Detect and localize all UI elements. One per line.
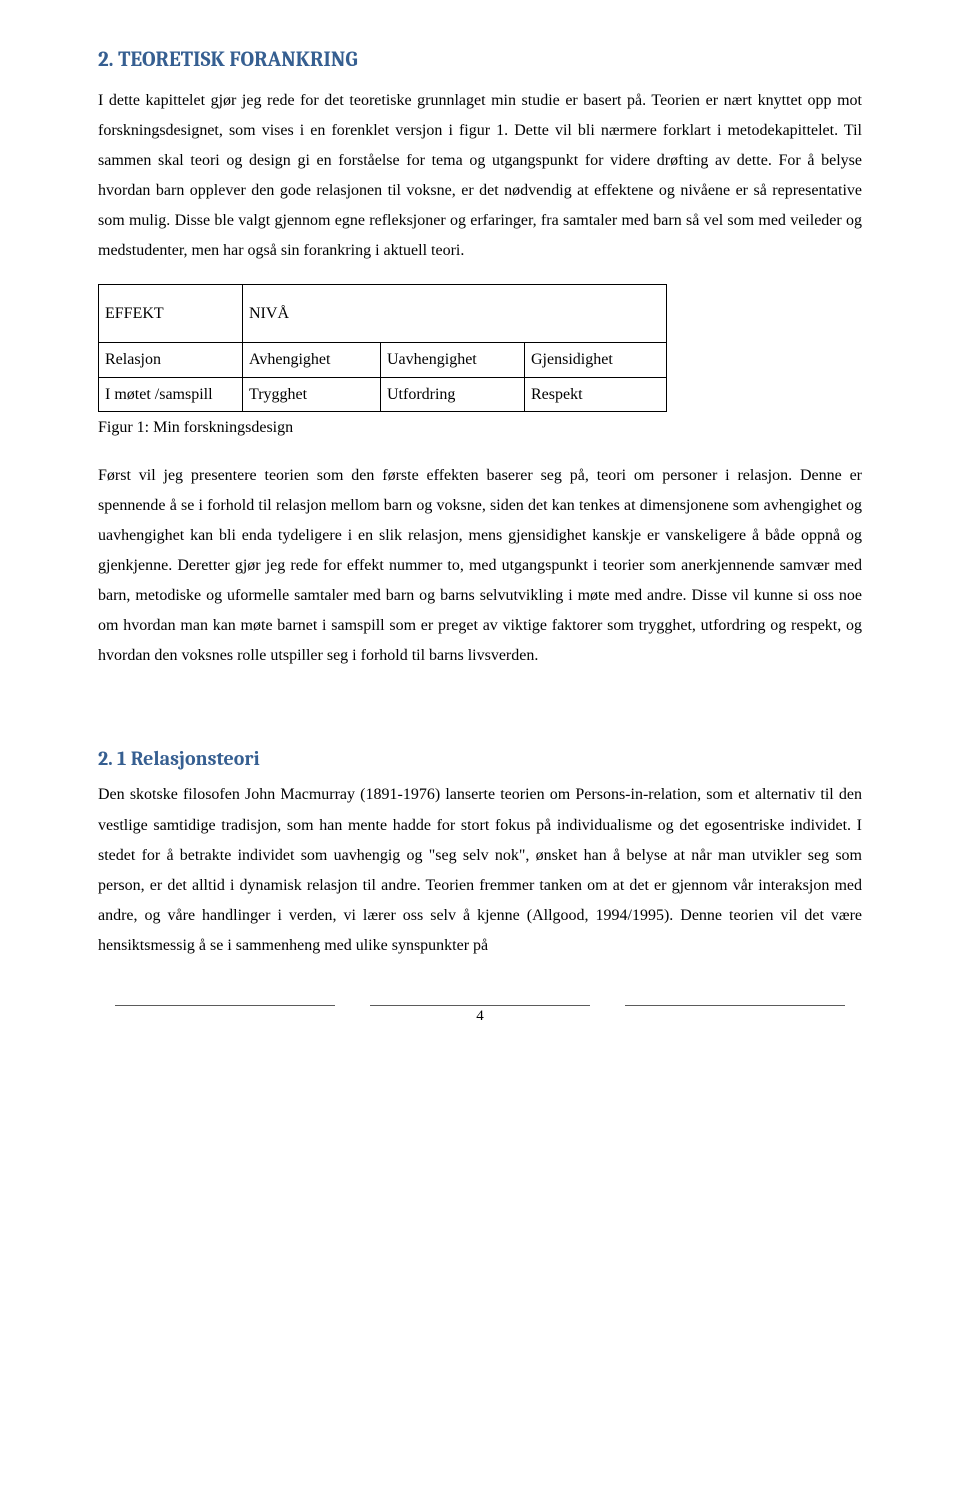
body-paragraph-2: Først vil jeg presentere teorien som den… [98,461,862,672]
table-row: Relasjon Avhengighet Uavhengighet Gjensi… [99,343,667,377]
section-gap [98,689,862,747]
table-cell [381,285,525,343]
intro-paragraph: I dette kapittelet gjør jeg rede for det… [98,86,862,266]
table-cell: Avhengighet [243,343,381,377]
table-cell: Trygghet [243,377,381,411]
figure-caption: Figur 1: Min forskningsdesign [98,413,862,443]
relation-theory-paragraph: Den skotske filosofen John Macmurray (18… [98,780,862,960]
table-row: I møtet /samspill Trygghet Utfordring Re… [99,377,667,411]
table-cell: Relasjon [99,343,243,377]
table-cell: Utfordring [381,377,525,411]
section-heading-theoretical: 2. TEORETISK FORANKRING [98,48,862,72]
table-cell [525,285,667,343]
table-cell: Gjensidighet [525,343,667,377]
section-heading-relation-theory: 2. 1 Relasjonsteori [98,747,862,770]
table-cell: Uavhengighet [381,343,525,377]
research-design-table: EFFEKT NIVÅ Relasjon Avhengighet Uavheng… [98,284,667,411]
table-cell: Respekt [525,377,667,411]
table-cell: I møtet /samspill [99,377,243,411]
table-row: EFFEKT NIVÅ [99,285,667,343]
page-number-rule: 4 [370,1005,590,1025]
table-cell-niva-header: NIVÅ [243,285,381,343]
page-number: 4 [476,1008,484,1024]
table-cell-effekt-header: EFFEKT [99,285,243,343]
